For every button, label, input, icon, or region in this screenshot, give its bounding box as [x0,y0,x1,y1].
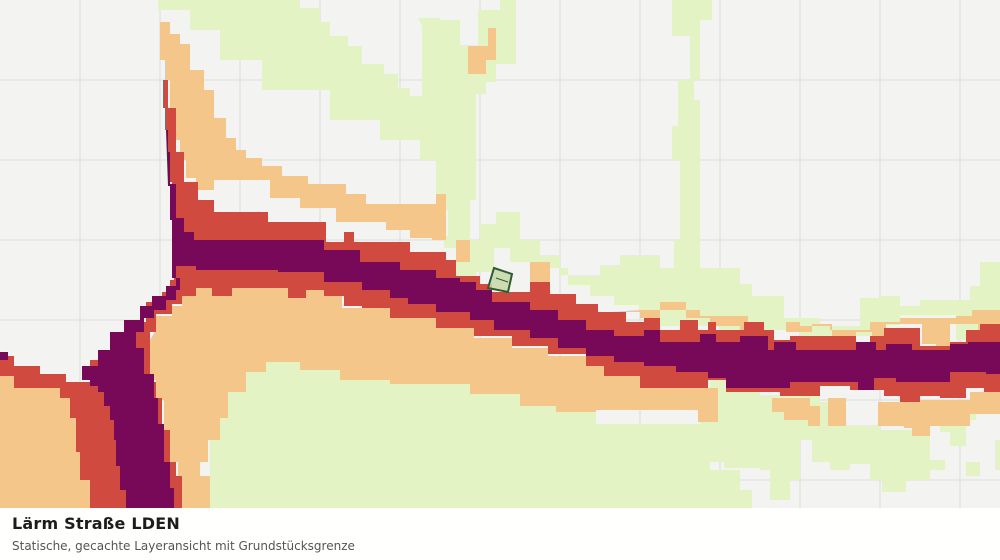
layer-subtitle: Statische, gecachte Layeransicht mit Gru… [12,539,355,553]
noise-band-inner [0,80,1000,508]
noise-band-mid [0,22,1000,508]
noise-band-core [0,130,1000,508]
map-caption: Lärm Straße LDEN Statische, gecachte Lay… [0,508,1000,560]
parcel-polygon[interactable] [486,266,514,294]
parcel-boundary [486,266,514,294]
layer-title: Lärm Straße LDEN [12,514,180,533]
